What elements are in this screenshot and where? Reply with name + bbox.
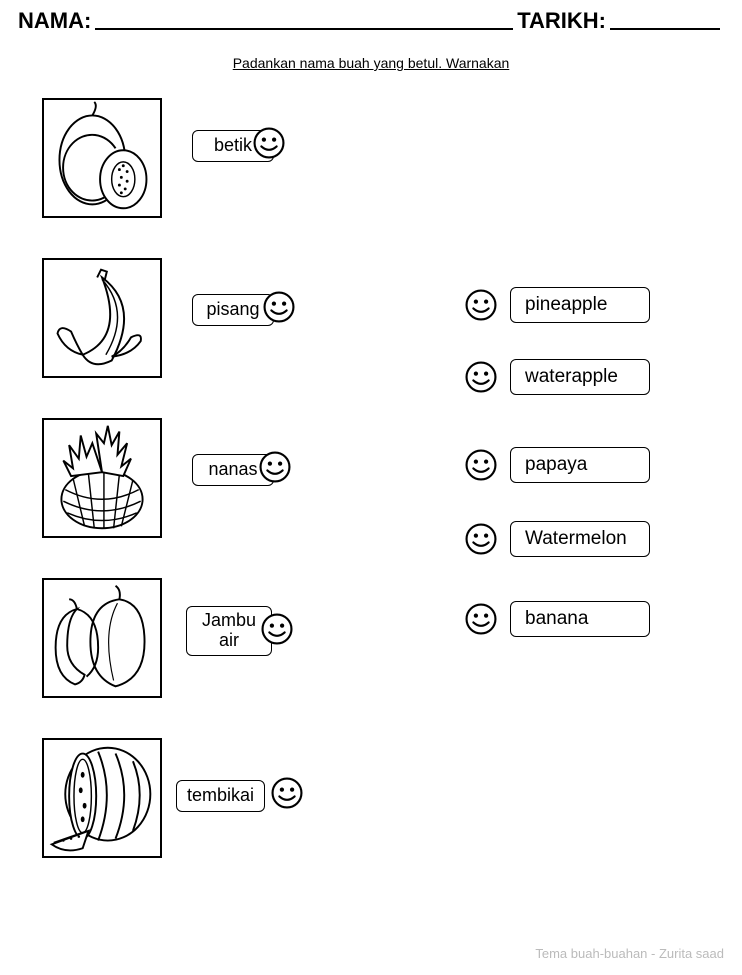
- smiley-icon: [252, 126, 286, 160]
- smiley-icon: [270, 776, 304, 810]
- fruit-name-label: nanas: [208, 460, 257, 480]
- name-blank-line[interactable]: [95, 27, 513, 30]
- match-target-label: Watermelon: [525, 529, 627, 550]
- match-target-tag[interactable]: waterapple: [510, 359, 650, 395]
- smiley-icon: [464, 602, 498, 636]
- date-label: TARIKH:: [517, 8, 606, 34]
- smiley-icon: [464, 448, 498, 482]
- match-target-label: banana: [525, 609, 588, 630]
- smiley-icon: [260, 612, 294, 646]
- name-label: NAMA:: [18, 8, 91, 34]
- instruction-text: Padankan nama buah yang betul. Warnakan: [0, 55, 742, 71]
- date-blank-line[interactable]: [610, 27, 720, 30]
- match-target-label: pineapple: [525, 295, 607, 316]
- fruit-image-box: [42, 418, 162, 538]
- fruit-name-label: pisang: [206, 300, 259, 320]
- fruit-name-label: betik: [214, 136, 252, 156]
- worksheet-header: NAMA: TARIKH:: [18, 8, 724, 34]
- match-target-label: papaya: [525, 455, 587, 476]
- fruit-name-label: Jambu air: [197, 611, 261, 651]
- fruit-image-box: [42, 738, 162, 858]
- match-target-tag[interactable]: pineapple: [510, 287, 650, 323]
- smiley-icon: [464, 288, 498, 322]
- match-target-tag[interactable]: Watermelon: [510, 521, 650, 557]
- fruit-name-tag: tembikai: [176, 780, 265, 812]
- fruit-image-box: [42, 258, 162, 378]
- fruit-image-box: [42, 98, 162, 218]
- smiley-icon: [464, 522, 498, 556]
- smiley-icon: [258, 450, 292, 484]
- fruit-image-box: [42, 578, 162, 698]
- match-target-label: waterapple: [525, 367, 618, 388]
- match-target-tag[interactable]: papaya: [510, 447, 650, 483]
- footer-credit: Tema buah-buahan - Zurita saad: [535, 946, 724, 961]
- smiley-icon: [262, 290, 296, 324]
- fruit-name-label: tembikai: [187, 786, 254, 806]
- match-target-tag[interactable]: banana: [510, 601, 650, 637]
- smiley-icon: [464, 360, 498, 394]
